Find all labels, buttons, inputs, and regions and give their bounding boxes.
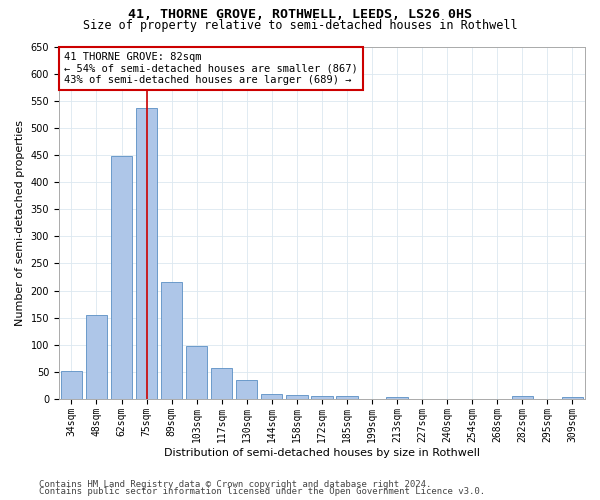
Bar (61, 371, 82, 399)
Bar (111, 156, 132, 399)
Text: 41 THORNE GROVE: 82sqm
← 54% of semi-detached houses are smaller (867)
43% of se: 41 THORNE GROVE: 82sqm ← 54% of semi-det… (64, 52, 358, 85)
Text: 41, THORNE GROVE, ROTHWELL, LEEDS, LS26 0HS: 41, THORNE GROVE, ROTHWELL, LEEDS, LS26 … (128, 8, 472, 20)
Bar (211, 368, 232, 399)
Bar (136, 108, 157, 399)
Bar (386, 397, 408, 399)
Text: Contains public sector information licensed under the Open Government Licence v3: Contains public sector information licen… (39, 487, 485, 496)
Bar (186, 346, 208, 399)
Bar (562, 397, 583, 399)
Bar (86, 315, 107, 399)
Bar (261, 394, 283, 399)
X-axis label: Distribution of semi-detached houses by size in Rothwell: Distribution of semi-detached houses by … (164, 448, 480, 458)
Y-axis label: Number of semi-detached properties: Number of semi-detached properties (15, 120, 25, 326)
Bar (236, 380, 257, 399)
Bar (286, 396, 308, 399)
Text: Contains HM Land Registry data © Crown copyright and database right 2024.: Contains HM Land Registry data © Crown c… (39, 480, 431, 489)
Bar (337, 396, 358, 399)
Bar (161, 282, 182, 399)
Bar (512, 396, 533, 399)
Bar (311, 396, 332, 399)
Text: Size of property relative to semi-detached houses in Rothwell: Size of property relative to semi-detach… (83, 19, 517, 32)
